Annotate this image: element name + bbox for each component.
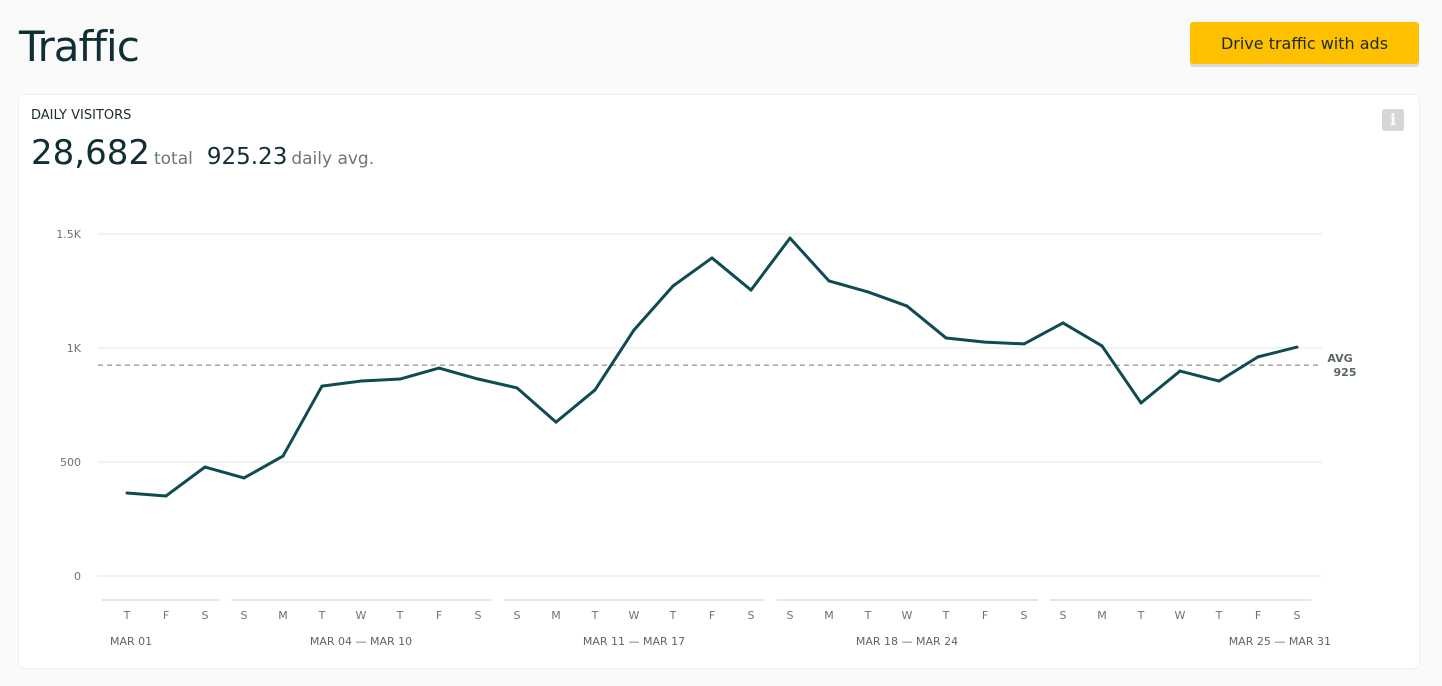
- data-point: [281, 454, 285, 458]
- data-point: [944, 336, 948, 340]
- day-label: F: [982, 609, 988, 622]
- day-label: W: [629, 609, 640, 622]
- data-point: [866, 290, 870, 294]
- data-point: [359, 379, 363, 383]
- data-point: [125, 491, 129, 495]
- day-label: S: [241, 609, 248, 622]
- total-visitors: 28,682: [31, 133, 150, 173]
- day-label: T: [123, 609, 131, 622]
- data-point: [1217, 379, 1221, 383]
- daily-average: 925.23: [206, 144, 288, 170]
- week-label: MAR 04 — MAR 10: [310, 635, 412, 648]
- daily-average-unit: daily avg.: [291, 149, 375, 169]
- day-label: T: [1215, 609, 1223, 622]
- data-point: [749, 288, 753, 292]
- data-point: [1295, 345, 1299, 349]
- day-label: M: [1097, 609, 1107, 622]
- day-label: S: [748, 609, 755, 622]
- y-tick-label: 500: [60, 456, 81, 469]
- day-label: F: [709, 609, 715, 622]
- data-point: [1022, 342, 1026, 346]
- day-label: T: [1137, 609, 1145, 622]
- average-value-label: 925: [1334, 366, 1357, 379]
- data-point: [671, 284, 675, 288]
- day-label: W: [902, 609, 913, 622]
- data-point: [398, 377, 402, 381]
- day-label: F: [1255, 609, 1261, 622]
- day-label: M: [824, 609, 834, 622]
- week-label: MAR 25 — MAR 31: [1229, 635, 1331, 648]
- data-point: [1061, 321, 1065, 325]
- data-point: [1139, 401, 1143, 405]
- data-point: [320, 384, 324, 388]
- data-point: [203, 465, 207, 469]
- day-label: S: [475, 609, 482, 622]
- data-point: [827, 279, 831, 283]
- data-point: [632, 328, 636, 332]
- day-label: F: [163, 609, 169, 622]
- day-label: T: [864, 609, 872, 622]
- day-label: T: [942, 609, 950, 622]
- day-label: W: [356, 609, 367, 622]
- day-label: S: [514, 609, 521, 622]
- data-point: [983, 340, 987, 344]
- day-label: M: [278, 609, 288, 622]
- data-point: [1256, 355, 1260, 359]
- week-label: MAR 01: [110, 635, 152, 648]
- card-label: DAILY VISITORS: [31, 108, 132, 123]
- day-label: W: [1175, 609, 1186, 622]
- info-icon[interactable]: i: [1382, 109, 1404, 131]
- visitor-stats: 28,682 total 925.23 daily avg.: [31, 133, 374, 173]
- week-label: MAR 11 — MAR 17: [583, 635, 685, 648]
- week-label: MAR 18 — MAR 24: [856, 635, 958, 648]
- data-point: [476, 377, 480, 381]
- day-label: S: [787, 609, 794, 622]
- daily-visitors-card: DAILY VISITORS 28,682 total 925.23 daily av…: [19, 95, 1419, 668]
- data-point: [242, 476, 246, 480]
- average-label: AVG: [1327, 352, 1352, 365]
- day-label: T: [318, 609, 326, 622]
- day-label: S: [1060, 609, 1067, 622]
- day-label: F: [436, 609, 442, 622]
- day-label: M: [551, 609, 561, 622]
- y-tick-label: 1K: [67, 342, 82, 355]
- data-point: [905, 304, 909, 308]
- data-point: [710, 256, 714, 260]
- data-point: [593, 388, 597, 392]
- y-tick-label: 0: [74, 570, 81, 583]
- day-label: T: [396, 609, 404, 622]
- drive-traffic-with-ads-button[interactable]: Drive traffic with ads: [1190, 22, 1419, 64]
- data-point: [788, 236, 792, 240]
- day-label: T: [591, 609, 599, 622]
- data-point: [164, 494, 168, 498]
- data-point: [437, 366, 441, 370]
- visitors-line: [126, 236, 1298, 498]
- data-point: [1178, 369, 1182, 373]
- day-label: T: [669, 609, 677, 622]
- day-label: S: [1021, 609, 1028, 622]
- data-point: [515, 386, 519, 390]
- day-label: S: [1294, 609, 1301, 622]
- y-tick-label: 1.5K: [56, 228, 81, 241]
- data-point: [554, 420, 558, 424]
- day-label: S: [202, 609, 209, 622]
- total-unit: total: [153, 149, 193, 169]
- page-title: Traffic: [19, 22, 140, 71]
- data-point: [1100, 344, 1104, 348]
